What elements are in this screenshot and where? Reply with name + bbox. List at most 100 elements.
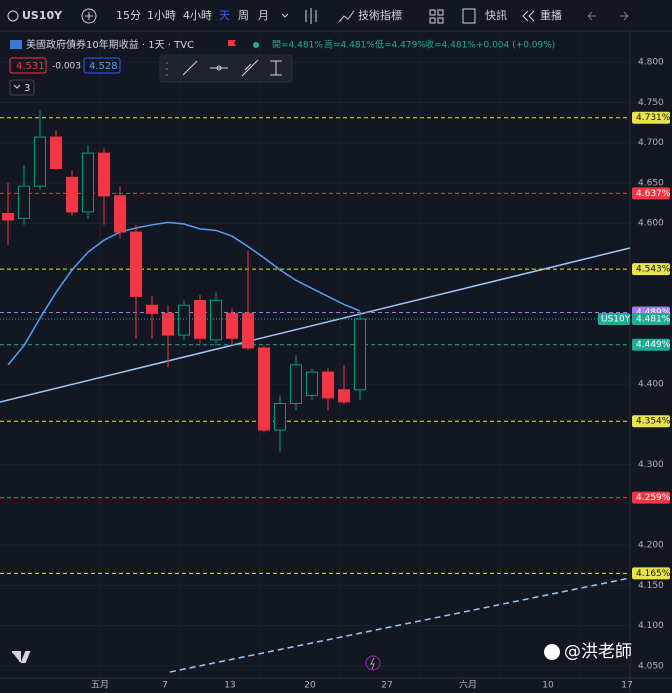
alert-icon	[462, 8, 476, 24]
bid-box[interactable]	[9, 57, 47, 74]
y-tick-label: 4.300	[638, 460, 664, 470]
candle-body	[82, 152, 94, 213]
legend-title: 美國政府債券10年期收益 · 1天 · TVC	[26, 38, 194, 51]
y-tick-label: 4.700	[638, 138, 664, 148]
candle-body	[194, 299, 206, 339]
drawing-toolbar	[159, 54, 293, 83]
flag-icon	[228, 40, 236, 46]
x-tick-label: 17	[621, 681, 632, 691]
ask-box[interactable]	[83, 57, 121, 74]
legend-close: 收=4.481%	[425, 39, 476, 51]
level-tag	[632, 491, 670, 504]
y-tick-label: 4.050	[638, 661, 664, 671]
price-name: US10Y	[601, 314, 631, 324]
layout-icon	[437, 9, 444, 16]
candle-body	[258, 347, 270, 431]
replay-icon	[522, 10, 535, 22]
add-icon[interactable]	[81, 8, 97, 24]
x-tick-label: 7	[162, 681, 168, 691]
level-tag	[632, 187, 670, 200]
undo[interactable]	[587, 11, 596, 21]
flag	[10, 40, 22, 49]
level-label: 4.354%	[636, 417, 671, 427]
candle-body	[290, 364, 302, 405]
candle-body	[98, 152, 110, 197]
level-label: 4.165%	[636, 569, 671, 579]
symbol[interactable]: US10Y	[22, 9, 63, 22]
toolbar-bg	[0, 0, 672, 31]
replay[interactable]: 重播	[540, 8, 562, 22]
interval[interactable]: 周	[238, 9, 249, 22]
level-tag	[632, 111, 670, 124]
level-label: 4.449%	[636, 340, 671, 350]
x-tick-label: 13	[224, 681, 235, 691]
lightning-icon[interactable]	[365, 655, 381, 671]
bid: 4.531	[16, 61, 45, 72]
x-tick-label: 五月	[91, 680, 109, 691]
candle-body	[130, 231, 142, 297]
tv-logo	[12, 651, 31, 663]
legend-open: 開=4.481%	[272, 40, 323, 51]
alerts[interactable]: 快訊	[485, 8, 507, 22]
watermark: @洪老師	[564, 642, 632, 662]
tool-range[interactable]	[270, 60, 282, 76]
x-tick-label: 27	[381, 681, 392, 691]
chevron	[13, 84, 21, 89]
legend-low: 低=4.479%	[375, 39, 426, 51]
legend: 美國政府債券10年期收益 · 1天 · TVC 開=4.481% 高=4.481…	[9, 38, 555, 96]
indicator-icon	[338, 10, 355, 23]
candle-body	[354, 318, 366, 391]
candle-body	[242, 312, 254, 349]
tool-dot	[216, 65, 222, 71]
y-tick-label: 4.650	[638, 178, 664, 188]
legend-change: +0.004 (+0.09%)	[476, 41, 555, 51]
y-tick-label: 4.400	[638, 380, 664, 390]
interval[interactable]: 1小時	[147, 9, 176, 22]
add-plus	[85, 12, 93, 20]
legend-high: 高=4.481%	[324, 39, 375, 51]
indicator-toggle[interactable]	[9, 79, 35, 96]
candle-body	[210, 299, 222, 341]
dropdown[interactable]	[281, 13, 289, 18]
indicators[interactable]: 技術指標	[358, 8, 402, 22]
candle-body	[322, 371, 334, 399]
level-tag	[632, 415, 670, 428]
candle-body	[306, 371, 318, 396]
price-tag	[632, 312, 670, 325]
level-label: 4.731%	[636, 113, 671, 123]
redo[interactable]	[620, 11, 629, 21]
layout-icon[interactable]	[429, 9, 436, 16]
trend-line-dashed	[169, 577, 631, 673]
x-tick-label: 10	[542, 681, 554, 691]
level-label: 4.543%	[636, 265, 671, 275]
interval[interactable]: 15分	[116, 9, 141, 22]
footer: @洪老師	[12, 642, 632, 671]
y-tick-label: 4.750	[638, 98, 664, 108]
level-tag	[632, 263, 670, 276]
tool-channel[interactable]	[241, 59, 259, 77]
interval[interactable]: 4小時	[183, 9, 212, 22]
candle-body	[146, 304, 158, 314]
candle-body	[274, 403, 286, 431]
search-icon[interactable]	[7, 10, 19, 22]
trend-line	[0, 247, 631, 403]
ask: 4.528	[89, 61, 118, 72]
toolbar: US10Y 15分 1小時 4小時 天 周 月 技術指標 快訊 重播	[0, 0, 672, 32]
candle-body	[2, 213, 14, 221]
candle-body	[66, 176, 78, 213]
candle-body	[50, 136, 62, 169]
level-tag	[632, 338, 670, 351]
price-name-tag	[598, 312, 630, 325]
candle-body	[178, 304, 190, 336]
candle-body	[338, 389, 350, 403]
chart-type-icon[interactable]	[305, 8, 317, 24]
interval-active[interactable]: 天	[219, 9, 230, 22]
y-tick-label: 4.800	[638, 58, 664, 68]
candle-body	[114, 195, 126, 233]
y-tick-label: 4.600	[638, 219, 664, 229]
status-dot	[253, 42, 259, 48]
interval[interactable]: 月	[258, 9, 269, 22]
tool-trend[interactable]	[182, 60, 198, 76]
